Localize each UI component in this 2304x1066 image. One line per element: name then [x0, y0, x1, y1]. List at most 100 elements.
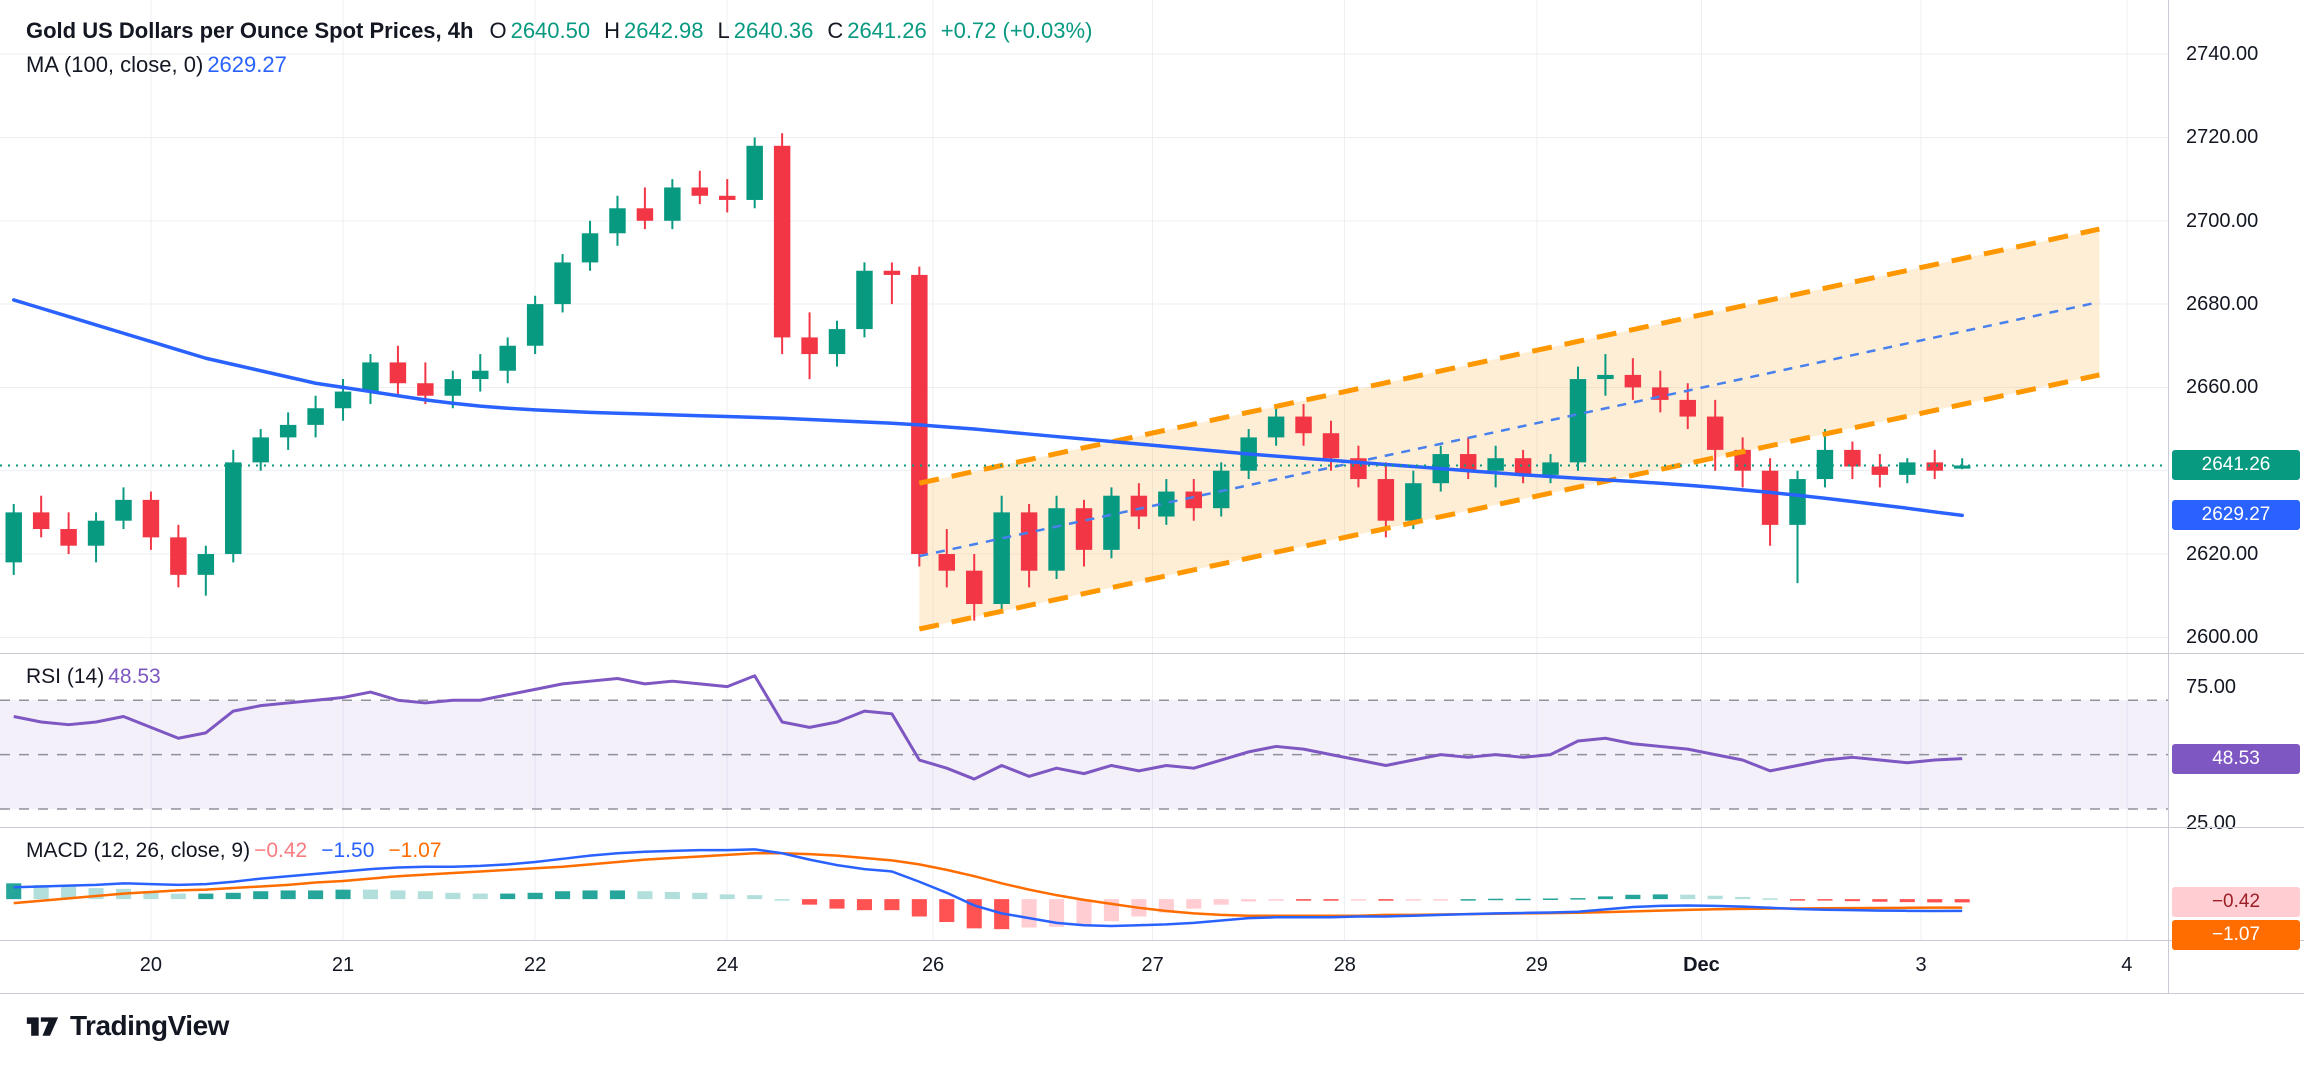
- rsi-chart-canvas[interactable]: [0, 654, 2168, 828]
- open-value: 2640.50: [510, 18, 591, 43]
- time-tick-label: 28: [1333, 954, 1356, 976]
- high-label: H: [604, 18, 620, 43]
- candle: [115, 487, 132, 530]
- open-label: O: [489, 18, 507, 43]
- price-change: +0.72 (+0.03%): [940, 18, 1093, 43]
- candles-layer: [5, 133, 1971, 621]
- candle: [362, 354, 379, 405]
- price-pane[interactable]: Gold US Dollars per Ounce Spot Prices, 4…: [0, 0, 2168, 654]
- candle: [1761, 458, 1779, 546]
- macd-line-value: −1.50: [321, 839, 375, 862]
- candle: [1597, 354, 1614, 396]
- candle: [1844, 441, 1861, 480]
- candle: [801, 312, 818, 380]
- candle: [719, 179, 736, 213]
- candle: [1953, 458, 1971, 470]
- candle: [965, 554, 983, 621]
- pane-separator: [0, 940, 2304, 941]
- candle: [1624, 358, 1642, 400]
- price-tick-label: 2680.00: [2186, 293, 2259, 316]
- price-tick-label: 2720.00: [2186, 126, 2259, 149]
- macd-chart-canvas[interactable]: [0, 828, 2168, 941]
- price-tick-label: 2700.00: [2186, 209, 2259, 232]
- candle: [1185, 479, 1203, 521]
- price-tick-label: 2600.00: [2186, 626, 2259, 649]
- candle: [1158, 479, 1175, 525]
- low-value: 2640.36: [733, 18, 814, 43]
- candle: [389, 345, 407, 396]
- candle: [87, 512, 105, 563]
- candle: [636, 187, 654, 230]
- low-label: L: [717, 18, 730, 43]
- rsi-tick-label: 75.00: [2186, 675, 2237, 698]
- macd-indicator-label[interactable]: MACD (12, 26, close, 9): [26, 839, 251, 862]
- candle: [417, 362, 434, 405]
- candle: [142, 491, 160, 550]
- rsi-tick-label: 25.00: [2186, 811, 2237, 834]
- tradingview-logo-icon: [26, 1017, 59, 1036]
- candle: [472, 354, 489, 392]
- price-chart-canvas[interactable]: [0, 0, 2168, 654]
- rsi-indicator-label[interactable]: RSI (14): [26, 665, 105, 688]
- candle: [1569, 366, 1587, 471]
- time-axis[interactable]: [0, 941, 2168, 994]
- macd-signal-line[interactable]: [13, 852, 1963, 917]
- candle: [279, 412, 297, 450]
- candle: [225, 449, 242, 563]
- macd-legend: MACD (12, 26, close, 9) −0.42 −1.50 −1.07: [26, 836, 456, 866]
- trend-channel-median[interactable]: [919, 300, 2100, 558]
- time-tick-label: 22: [524, 954, 547, 976]
- candle: [911, 266, 928, 567]
- time-tick-label: 21: [331, 954, 355, 976]
- time-tick-label: 20: [139, 954, 163, 976]
- candle: [1048, 495, 1065, 580]
- candle: [938, 529, 956, 588]
- candle: [993, 495, 1010, 613]
- candle: [1514, 449, 1532, 484]
- macd-line[interactable]: [13, 848, 1963, 928]
- macd-pane[interactable]: MACD (12, 26, close, 9) −0.42 −1.50 −1.07: [0, 828, 2168, 941]
- pane-separator[interactable]: [0, 653, 2304, 654]
- rsi-pane[interactable]: RSI (14) 48.53: [0, 654, 2168, 828]
- candle: [1542, 454, 1559, 484]
- candle: [773, 133, 791, 355]
- candle: [1926, 449, 1943, 480]
- time-tick-label: 26: [921, 954, 945, 976]
- ma-line[interactable]: [11, 298, 1964, 518]
- candle: [60, 512, 77, 555]
- macd-signal-value: −1.07: [388, 839, 442, 862]
- close-value: 2641.26: [847, 18, 927, 43]
- candle: [856, 262, 873, 338]
- time-tick-label: 29: [1525, 954, 1548, 976]
- macd-hist-badge: −0.42: [2172, 887, 2300, 918]
- ma-indicator-value: 2629.27: [207, 52, 287, 77]
- candle: [526, 295, 544, 355]
- price-tick-label: 2740.00: [2186, 43, 2259, 66]
- candle: [828, 320, 846, 367]
- time-tick-label: 24: [716, 954, 739, 976]
- candle: [197, 545, 215, 596]
- close-label: C: [827, 18, 844, 43]
- rsi-value-badge: 48.53: [2172, 743, 2300, 774]
- candle: [170, 524, 187, 588]
- tradingview-logo[interactable]: TradingView: [26, 1010, 229, 1042]
- price-axis[interactable]: [2168, 0, 2304, 994]
- bottom-bar: TradingView: [0, 994, 2304, 1066]
- ma-indicator-label[interactable]: MA (100, close, 0): [26, 52, 204, 77]
- candle: [1816, 429, 1834, 488]
- last-price-badge: 2641.26: [2172, 450, 2300, 481]
- candle: [1212, 462, 1230, 517]
- candle: [307, 395, 324, 438]
- symbol-title[interactable]: Gold US Dollars per Ounce Spot Prices, 4…: [26, 18, 474, 43]
- candle: [609, 195, 626, 246]
- time-tick-label: 4: [2121, 954, 2133, 976]
- candle: [1706, 399, 1724, 471]
- high-value: 2642.98: [624, 18, 704, 43]
- trend-channel-line[interactable]: [918, 372, 2100, 632]
- rsi-line[interactable]: [13, 674, 1963, 781]
- tradingview-wordmark: TradingView: [70, 1010, 229, 1041]
- candle: [1789, 470, 1806, 584]
- pane-separator[interactable]: [0, 827, 2304, 828]
- candle: [5, 504, 22, 575]
